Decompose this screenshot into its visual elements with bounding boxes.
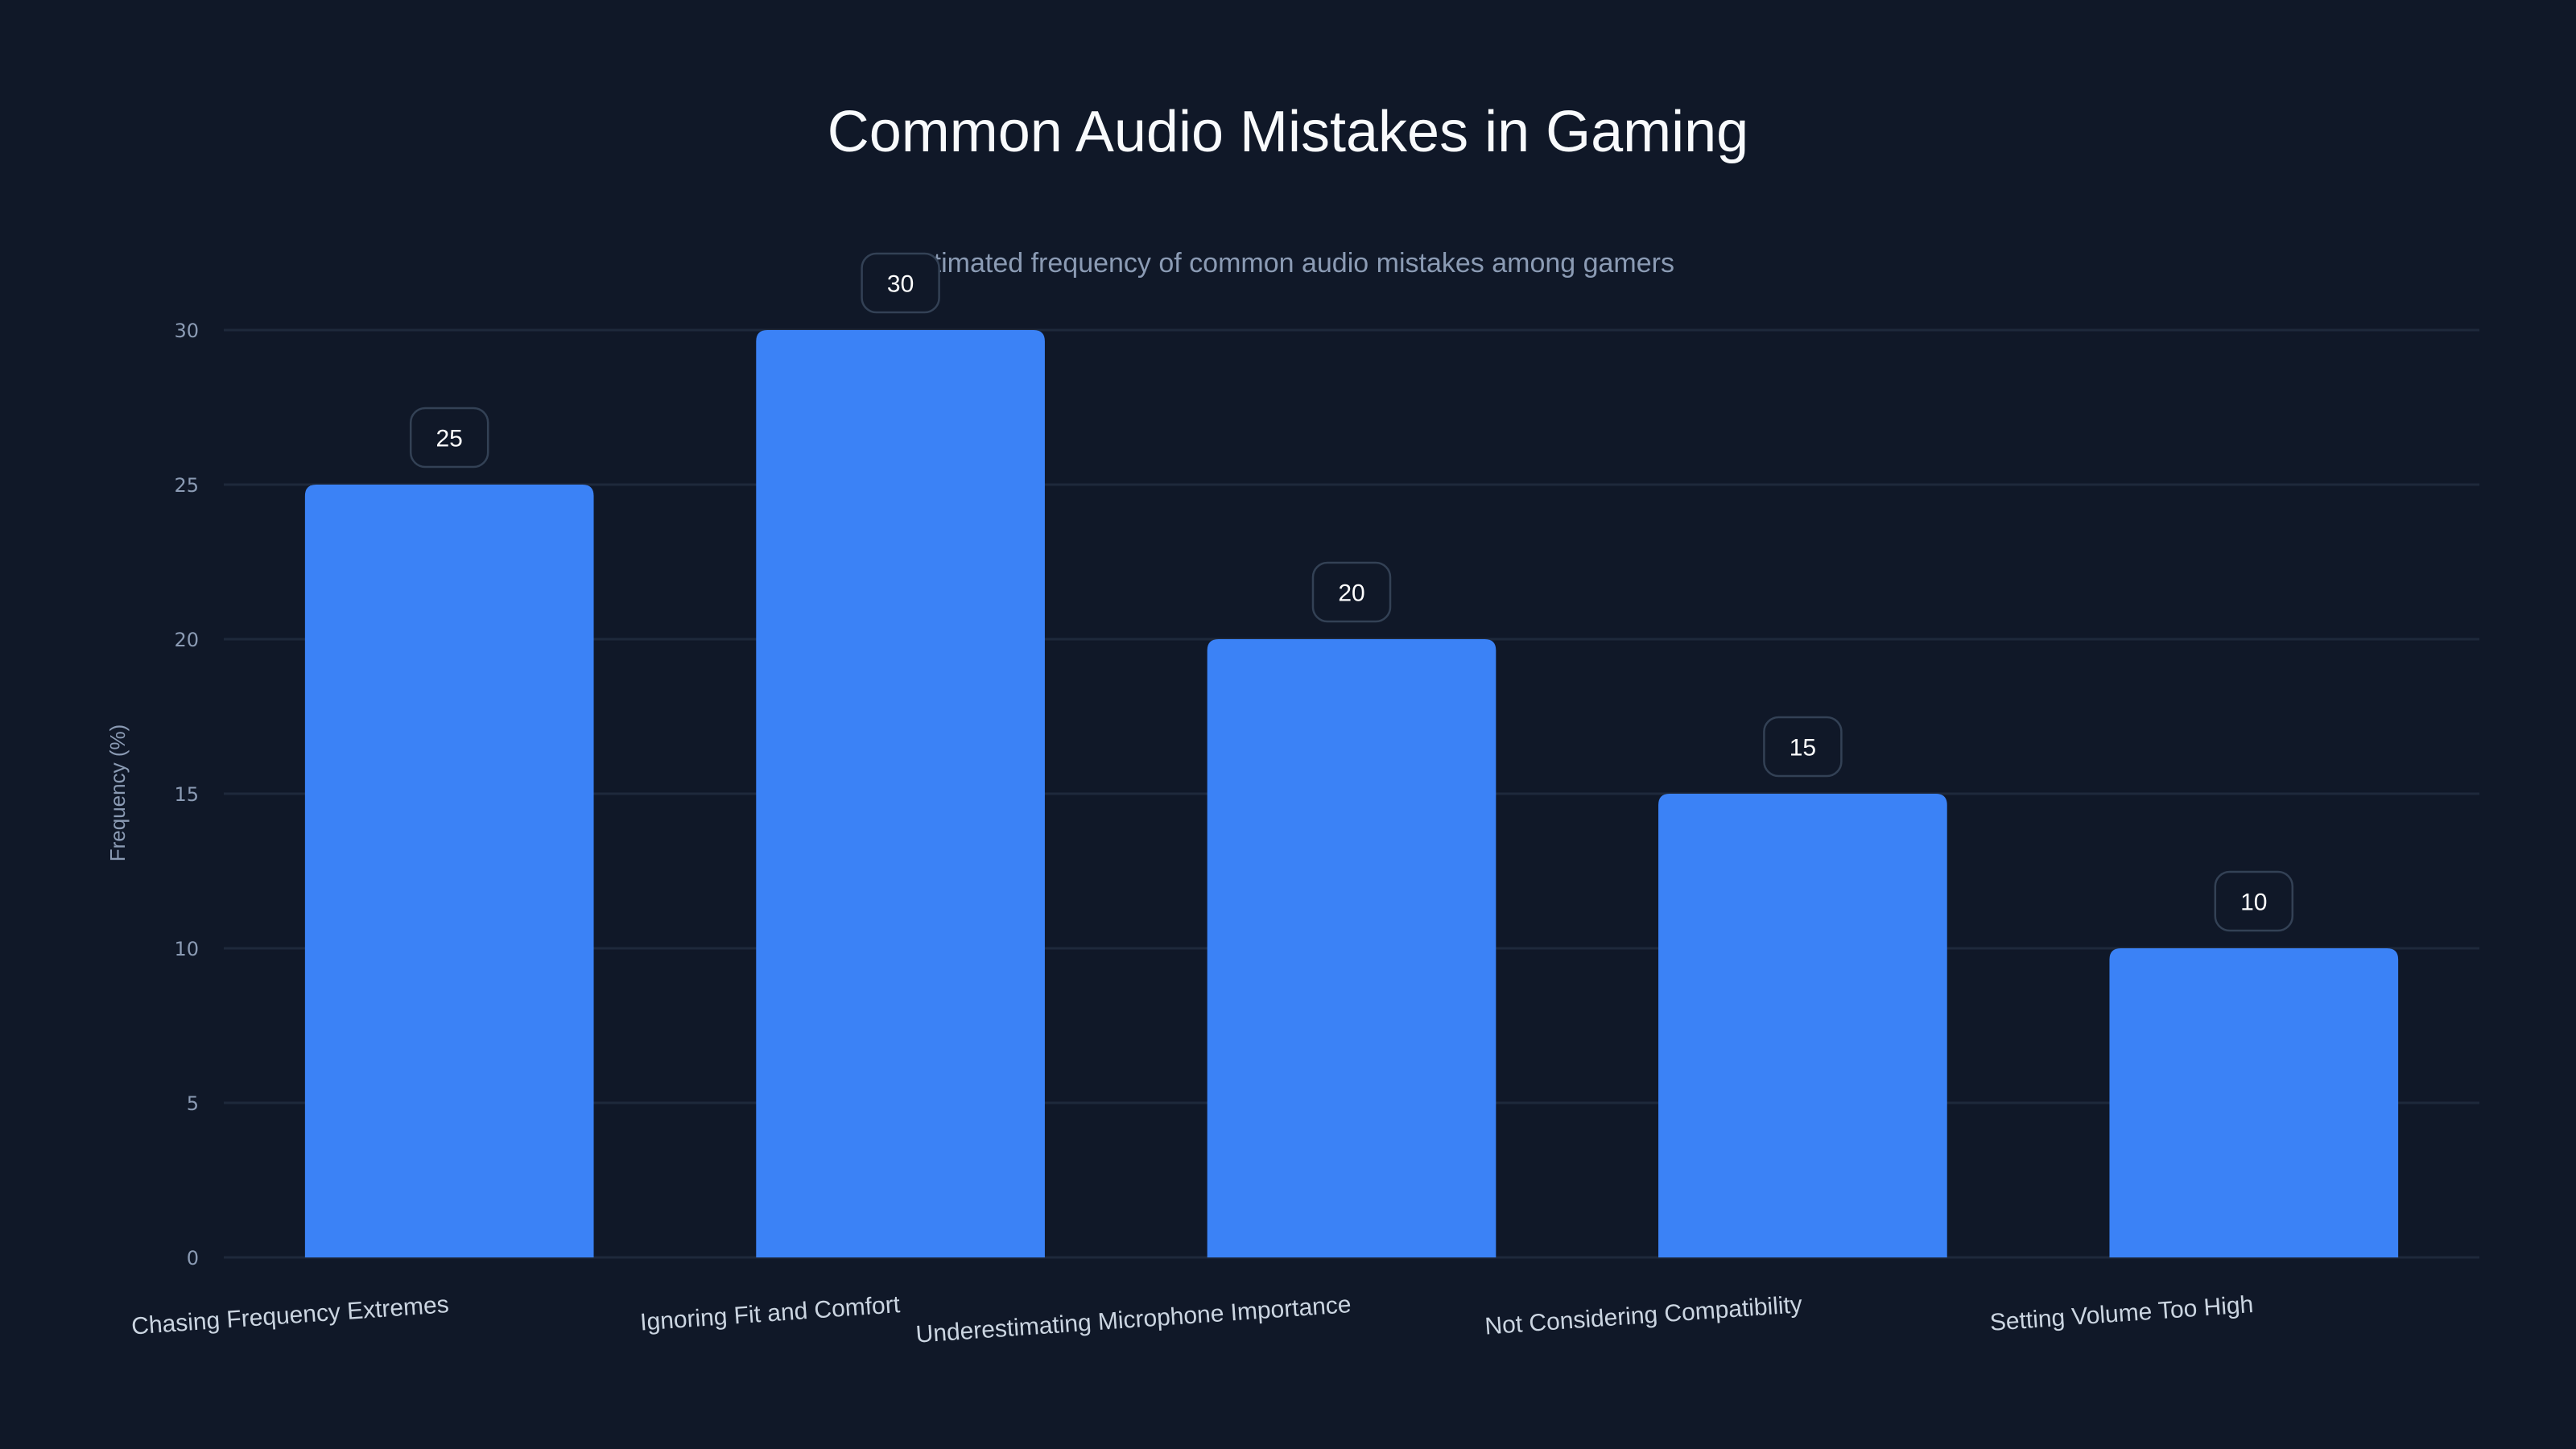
- value-label: 30: [861, 252, 940, 314]
- value-label: 25: [409, 407, 489, 469]
- y-tick-label: 30: [174, 320, 199, 342]
- value-label-text: 30: [887, 271, 914, 298]
- chart-title: Common Audio Mistakes in Gaming: [828, 100, 1748, 164]
- y-tick-label: 15: [174, 783, 199, 806]
- bars: [304, 330, 2399, 1257]
- bar[interactable]: [1658, 794, 1947, 1257]
- y-axis-label: Frequency (%): [105, 724, 130, 862]
- value-label-text: 20: [1338, 580, 1364, 607]
- x-tick-label: Not Considering Compatibility: [1484, 1291, 1803, 1340]
- value-label-text: 10: [2240, 890, 2267, 916]
- x-tick-label: Ignoring Fit and Comfort: [639, 1291, 902, 1336]
- y-tick-label: 0: [187, 1247, 199, 1269]
- value-label-text: 15: [1790, 735, 1816, 762]
- value-label: 20: [1311, 561, 1392, 623]
- bar[interactable]: [1207, 639, 1496, 1257]
- bar[interactable]: [2109, 948, 2399, 1257]
- value-label-box: [1311, 561, 1392, 623]
- y-axis-ticks: 0 5 10 15 20 25 30: [174, 320, 199, 1269]
- value-label-box: [409, 407, 489, 469]
- value-label-box: [2214, 870, 2294, 932]
- chart-subtitle: Estimated frequency of common audio mist…: [902, 248, 1674, 279]
- y-tick-label: 20: [174, 629, 199, 651]
- bar[interactable]: [756, 330, 1045, 1257]
- value-labels: 25 30 20 15 10: [409, 252, 2294, 932]
- x-axis-labels: Chasing Frequency Extremes Ignoring Fit a…: [130, 1291, 2254, 1348]
- x-tick-label: Chasing Frequency Extremes: [130, 1291, 450, 1340]
- x-tick-label: Underestimating Microphone Importance: [915, 1291, 1352, 1348]
- value-label-text: 25: [436, 426, 463, 452]
- y-tick-label: 10: [174, 938, 199, 960]
- y-tick-label: 25: [174, 474, 199, 497]
- value-label-box: [861, 252, 940, 314]
- x-tick-label: Setting Volume Too High: [1989, 1291, 2255, 1336]
- value-label-box: [1763, 716, 1843, 778]
- value-label: 15: [1763, 716, 1843, 778]
- y-tick-label: 5: [187, 1092, 199, 1115]
- bar[interactable]: [304, 485, 594, 1257]
- value-label: 10: [2214, 870, 2294, 932]
